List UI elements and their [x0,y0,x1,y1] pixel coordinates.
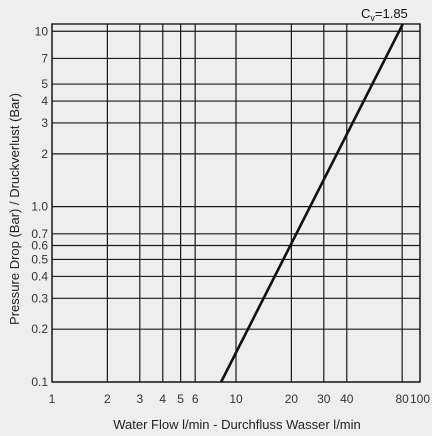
x-tick-labels: 1 2 3 4 5 6 10 20 30 40 80 100 [49,392,431,406]
x-tick-label: 100 [410,392,430,406]
series-group [219,23,404,383]
y-tick-label: 5 [41,77,48,91]
y-tick-label: 2 [41,147,48,161]
y-tick-label: 7 [41,51,48,65]
cv-annotation: Cv=1.85 [361,6,408,23]
x-tick-label: 2 [104,392,111,406]
x-tick-label: 20 [285,392,299,406]
x-tick-label: 4 [159,392,166,406]
x-tick-label: 5 [177,392,184,406]
y-axis-label: Pressure Drop (Bar) / Druckverlust (Bar) [7,93,22,325]
plot-frame [51,23,421,383]
y-tick-label: 0.2 [31,322,48,336]
x-tick-label: 3 [136,392,143,406]
y-tick-label: 1.0 [31,200,48,214]
y-tick-label: 0.3 [31,291,48,305]
y-tick-label: 0.1 [31,375,48,389]
y-tick-labels: 0.1 0.2 0.3 0.4 0.50.60.7 1.0 2 3 4 5 7 10 [31,24,48,389]
x-tick-label: 30 [317,392,331,406]
x-axis-label: Water Flow l/min - Durchfluss Wasser l/m… [113,417,361,432]
y-tick-label: 0.7 [31,227,48,241]
y-tick-label: 0.5 [31,252,48,266]
x-tick-label: 6 [192,392,199,406]
pressure-drop-line [219,23,404,383]
x-tick-label: 1 [49,392,56,406]
y-tick-label: 10 [35,24,49,38]
y-tick-label: 0.6 [31,239,48,253]
x-tick-label: 10 [229,392,243,406]
x-tick-label: 80 [395,392,409,406]
y-tick-label: 0.4 [31,269,48,283]
y-tick-label: 4 [41,94,48,108]
x-tick-label: 40 [340,392,354,406]
y-tick-label: 3 [41,116,48,130]
grid [51,24,421,383]
